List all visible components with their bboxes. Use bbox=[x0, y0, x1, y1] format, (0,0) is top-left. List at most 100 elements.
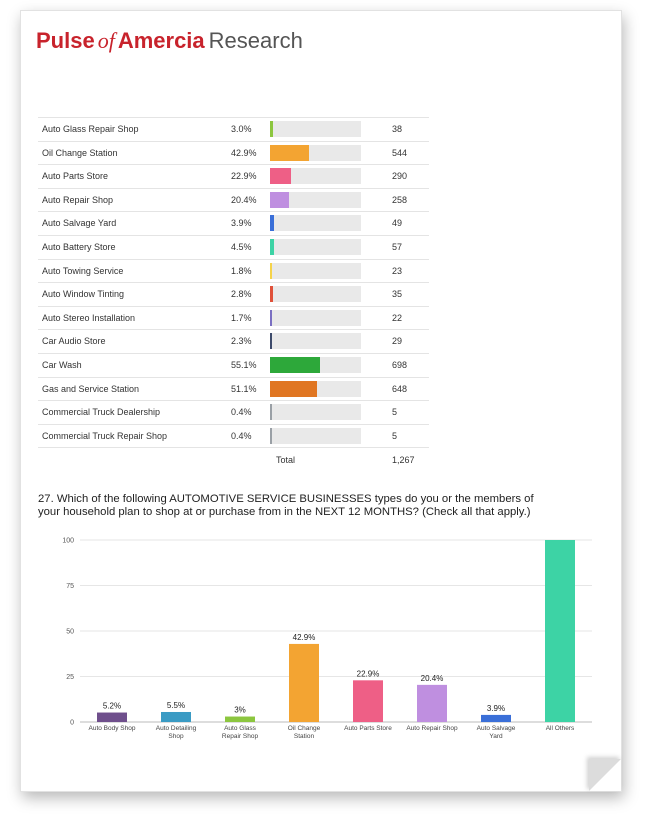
row-count: 35 bbox=[392, 289, 403, 300]
data-label: 22.9% bbox=[357, 669, 380, 678]
chart-bar bbox=[97, 712, 127, 722]
row-bar-track bbox=[270, 144, 361, 161]
row-bar-track bbox=[270, 191, 361, 208]
row-bar-track bbox=[270, 121, 361, 137]
row-bar-track bbox=[270, 404, 361, 421]
row-name: Oil Change Station bbox=[42, 147, 118, 158]
chart-bar bbox=[545, 540, 575, 722]
brand-title: Pulse of Amercia Research bbox=[36, 28, 303, 54]
x-tick-label: All Others bbox=[546, 725, 575, 732]
row-percent: 20.4% bbox=[231, 194, 257, 205]
row-bar-track bbox=[270, 309, 361, 326]
row-bar-fill bbox=[270, 333, 273, 350]
row-name: Commercial Truck Repair Shop bbox=[42, 430, 168, 441]
brand-amercia: Amercia bbox=[117, 28, 205, 53]
brand-research: Research bbox=[208, 28, 303, 53]
row-percent: 2.3% bbox=[231, 336, 252, 347]
row-name: Auto Towing Service bbox=[42, 265, 124, 276]
table-row: Car Wash 55.1% 698 bbox=[38, 354, 429, 378]
data-label: 3.9% bbox=[487, 704, 505, 713]
row-name: Auto Battery Store bbox=[42, 241, 116, 252]
table-row: Gas and Service Station 51.1% 648 bbox=[38, 378, 429, 402]
row-bar-fill bbox=[270, 427, 272, 444]
brand-pulse: Pulse bbox=[36, 28, 95, 53]
row-bar-fill bbox=[270, 286, 273, 303]
chart-bar bbox=[481, 714, 511, 722]
table-row: Auto Battery Store 4.5% 57 bbox=[38, 236, 429, 260]
row-bar-fill bbox=[270, 238, 275, 255]
data-label: 5.2% bbox=[103, 702, 121, 711]
total-value: 1,267 bbox=[392, 455, 415, 466]
row-count: 5 bbox=[392, 407, 398, 418]
chart-bar bbox=[417, 684, 447, 722]
row-name: Auto Glass Repair Shop bbox=[42, 124, 139, 134]
data-label: 5.5% bbox=[167, 701, 185, 710]
data-label: 3% bbox=[234, 706, 246, 715]
table-row: Auto Parts Store 22.9% 290 bbox=[38, 165, 429, 189]
row-bar-track bbox=[270, 168, 361, 185]
data-label: 42.9% bbox=[293, 633, 316, 642]
table-row: Auto Salvage Yard 3.9% 49 bbox=[38, 212, 429, 236]
row-name: Car Audio Store bbox=[42, 336, 106, 347]
table-row: Commercial Truck Repair Shop 0.4% 5 bbox=[38, 425, 429, 449]
row-bar-track bbox=[270, 427, 361, 444]
row-percent: 22.9% bbox=[231, 171, 257, 182]
row-bar-fill bbox=[270, 404, 272, 421]
table-row: Car Audio Store 2.3% 29 bbox=[38, 330, 429, 354]
row-name: Auto Repair Shop bbox=[42, 194, 114, 205]
x-tick-label: Auto Detailing bbox=[156, 725, 197, 732]
row-bar-track bbox=[270, 262, 361, 279]
row-bar-fill bbox=[270, 168, 291, 185]
x-tick-label: Shop bbox=[168, 733, 184, 740]
x-tick-label: Yard bbox=[489, 733, 503, 740]
row-name: Auto Stereo Installation bbox=[42, 312, 136, 323]
row-count: 5 bbox=[392, 430, 398, 441]
chart-bar bbox=[353, 680, 383, 722]
row-percent: 1.8% bbox=[231, 265, 252, 276]
row-count: 49 bbox=[392, 218, 403, 229]
table-row: Oil Change Station 42.9% 544 bbox=[38, 142, 429, 166]
question-text: 27. Which of the following AUTOMOTIVE SE… bbox=[38, 493, 534, 518]
row-percent: 2.8% bbox=[231, 289, 252, 300]
brand-of: of bbox=[97, 28, 115, 53]
row-bar-track bbox=[270, 333, 361, 350]
row-count: 23 bbox=[392, 265, 403, 276]
row-bar-track bbox=[270, 238, 361, 255]
table-row: Auto Window Tinting 2.8% 35 bbox=[38, 283, 429, 307]
row-bar-fill bbox=[270, 262, 272, 279]
row-percent: 42.9% bbox=[231, 147, 257, 158]
row-bar-track bbox=[270, 215, 361, 232]
table-row: Auto Glass Repair Shop 3.0% 38 bbox=[38, 117, 429, 142]
row-count: 22 bbox=[392, 312, 403, 323]
results-table: Auto Glass Repair Shop 3.0% 38 Oil Change S… bbox=[38, 117, 429, 470]
row-name: Car Wash bbox=[42, 359, 82, 370]
total-label: Total bbox=[276, 455, 296, 466]
table-row: Auto Towing Service 1.8% 23 bbox=[38, 260, 429, 284]
row-name: Auto Salvage Yard bbox=[42, 218, 117, 229]
row-percent: 0.4% bbox=[231, 407, 252, 418]
x-tick-label: Auto Parts Store bbox=[344, 725, 392, 732]
table-row: Auto Stereo Installation 1.7% 22 bbox=[38, 307, 429, 331]
row-name: Auto Window Tinting bbox=[42, 289, 125, 300]
row-percent: 55.1% bbox=[231, 359, 257, 370]
row-count: 698 bbox=[392, 359, 408, 370]
row-name: Commercial Truck Dealership bbox=[42, 407, 161, 418]
y-tick-label: 0 bbox=[70, 720, 74, 727]
page-curl bbox=[589, 759, 621, 791]
x-tick-label: Oil Change bbox=[288, 725, 321, 732]
row-count: 57 bbox=[392, 241, 403, 252]
row-bar-fill bbox=[270, 309, 272, 326]
row-bar-track bbox=[270, 356, 361, 373]
chart-bar bbox=[161, 711, 191, 722]
table-row: Commercial Truck Dealership 0.4% 5 bbox=[38, 401, 429, 425]
y-tick-label: 100 bbox=[62, 538, 74, 545]
y-tick-label: 75 bbox=[66, 583, 74, 590]
row-count: 29 bbox=[392, 336, 403, 347]
row-name: Gas and Service Station bbox=[42, 383, 140, 394]
row-percent: 4.5% bbox=[231, 241, 252, 252]
data-label: 20.4% bbox=[421, 674, 444, 683]
y-tick-label: 25 bbox=[66, 674, 74, 681]
x-tick-label: Auto Salvage bbox=[477, 725, 516, 732]
row-bar-fill bbox=[270, 144, 310, 161]
